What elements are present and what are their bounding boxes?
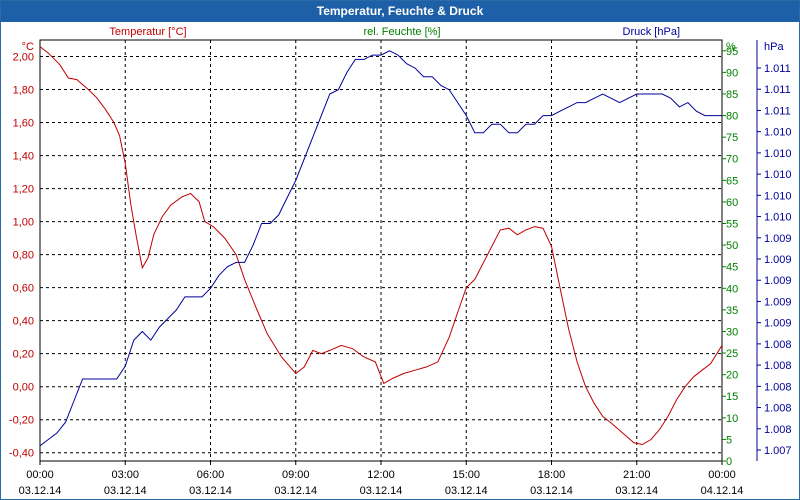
x-tick-date: 03.12.14 (445, 485, 488, 497)
axes (39, 39, 761, 465)
pressure-tick-label: 1.010 (764, 127, 792, 139)
pressure-tick-label: 1.010 (764, 148, 792, 160)
humidity-tick-label: 0 (726, 456, 732, 468)
pressure-tick-label: 1.009 (764, 233, 792, 245)
x-tick-date: 03.12.14 (274, 485, 317, 497)
x-tick-date: 03.12.14 (19, 485, 62, 497)
pressure-tick-label: 1.011 (764, 84, 791, 96)
humidity-tick-label: 40 (726, 283, 738, 295)
x-tick-date: 03.12.14 (104, 485, 147, 497)
x-tick-time: 12:00 (367, 469, 395, 481)
humidity-tick-label: 15 (726, 391, 738, 403)
x-tick-time: 09:00 (282, 469, 310, 481)
legend-pressure: Druck [hPa] (623, 26, 680, 38)
humidity-tick-label: 75 (726, 132, 738, 144)
pressure-tick-label: 1.008 (764, 360, 792, 372)
temp-tick-label: 0,20 (13, 349, 34, 361)
title-bar: Temperatur, Feuchte & Druck (1, 1, 799, 22)
pressure-tick-label: 1.008 (764, 381, 792, 393)
pressure-tick-label: 1.010 (764, 212, 792, 224)
temp-tick-label: 1,40 (13, 151, 34, 163)
x-tick-date: 04.12.14 (701, 485, 744, 497)
humidity-tick-label: 95 (726, 46, 738, 58)
humidity-tick-label: 20 (726, 370, 738, 382)
x-tick-time: 03:00 (111, 469, 139, 481)
temp-unit: °C (22, 41, 34, 53)
pressure-line (39, 50, 722, 447)
temp-tick-label: 1,00 (13, 217, 34, 229)
x-tick-time: 15:00 (452, 469, 480, 481)
pressure-tick-label: 1.010 (764, 169, 792, 181)
humidity-tick-label: 45 (726, 262, 738, 274)
pressure-tick-label: 1.009 (764, 275, 792, 287)
pressure-tick-label: 1.007 (764, 445, 792, 457)
x-tick-time: 06:00 (197, 469, 225, 481)
humidity-tick-label: 30 (726, 326, 738, 338)
pressure-tick-label: 1.009 (764, 318, 792, 330)
x-tick-date: 03.12.14 (189, 485, 232, 497)
humidity-tick-label: 50 (726, 240, 738, 252)
legend-humidity: rel. Feuchte [%] (363, 26, 440, 38)
humidity-tick-label: 65 (726, 175, 738, 187)
temp-tick-label: -0,40 (9, 448, 34, 460)
pressure-tick-label: 1.011 (764, 63, 791, 75)
humidity-tick-label: 55 (726, 219, 738, 231)
temp-tick-label: 1,60 (13, 118, 34, 130)
humidity-tick-label: 85 (726, 89, 738, 101)
temp-tick-label: -0,20 (9, 415, 34, 427)
pressure-tick-label: 1.010 (764, 190, 792, 202)
temp-tick-label: 0,60 (13, 283, 34, 295)
series-group (39, 46, 723, 447)
grid-lines (40, 40, 722, 461)
humidity-unit: % (726, 41, 736, 53)
pressure-tick-label: 1.008 (764, 424, 792, 436)
pressure-tick-label: 1.009 (764, 296, 792, 308)
humidity-tick-label: 90 (726, 67, 738, 79)
temp-tick-label: 1,20 (13, 184, 34, 196)
temp-tick-label: 0,00 (13, 382, 34, 394)
temp-tick-label: 0,80 (13, 250, 34, 262)
humidity-tick-label: 70 (726, 154, 738, 166)
pressure-tick-label: 1.008 (764, 403, 792, 415)
x-tick-date: 03.12.14 (615, 485, 658, 497)
temp-tick-label: 2,00 (13, 52, 34, 64)
temp-tick-label: 0,40 (13, 316, 34, 328)
humidity-tick-label: 25 (726, 348, 738, 360)
pressure-unit: hPa (764, 41, 784, 53)
pressure-tick-label: 1.011 (764, 105, 791, 117)
humidity-tick-label: 60 (726, 197, 738, 209)
x-tick-date: 03.12.14 (530, 485, 573, 497)
x-tick-date: 03.12.14 (360, 485, 403, 497)
x-tick-time: 18:00 (538, 469, 566, 481)
humidity-tick-label: 80 (726, 111, 738, 123)
pressure-tick-label: 1.008 (764, 339, 792, 351)
humidity-tick-label: 35 (726, 305, 738, 317)
temperature-line (39, 46, 723, 446)
axis-labels: 00:00 03.12.14 03:00 03.12.14 06:00 03.12.14 0… (9, 26, 792, 497)
humidity-tick-label: 10 (726, 413, 738, 425)
temp-tick-label: 1,80 (13, 85, 34, 97)
x-tick-time: 21:00 (623, 469, 651, 481)
legend-temperature: Temperatur [°C] (109, 26, 186, 38)
pressure-tick-label: 1.009 (764, 254, 792, 266)
x-tick-time: 00:00 (26, 469, 54, 481)
humidity-tick-label: 5 (726, 434, 732, 446)
x-tick-time: 00:00 (708, 469, 736, 481)
